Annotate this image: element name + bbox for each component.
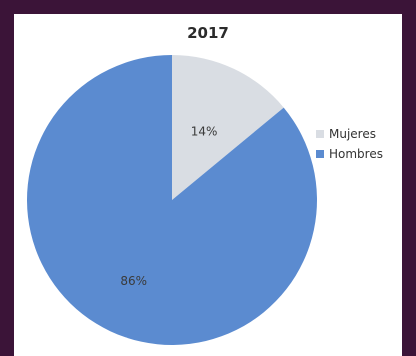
- legend-swatch-mujeres: [316, 130, 324, 138]
- legend-item-hombres: Hombres: [316, 144, 383, 164]
- pie-chart: 14% 86%: [26, 55, 317, 346]
- legend-swatch-hombres: [316, 150, 324, 158]
- pie-slice-hombres: [26, 55, 317, 346]
- chart-panel: 2017 14% 86% Mujeres Hombres: [14, 14, 402, 356]
- pie-slice-mujeres: [172, 55, 284, 200]
- data-label-mujeres: 14%: [191, 124, 218, 138]
- legend-item-mujeres: Mujeres: [316, 124, 383, 144]
- legend-label-mujeres: Mujeres: [329, 127, 376, 141]
- legend-label-hombres: Hombres: [329, 147, 383, 161]
- chart-title: 2017: [187, 24, 229, 42]
- data-label-hombres: 86%: [120, 274, 147, 288]
- chart-legend: Mujeres Hombres: [316, 124, 383, 164]
